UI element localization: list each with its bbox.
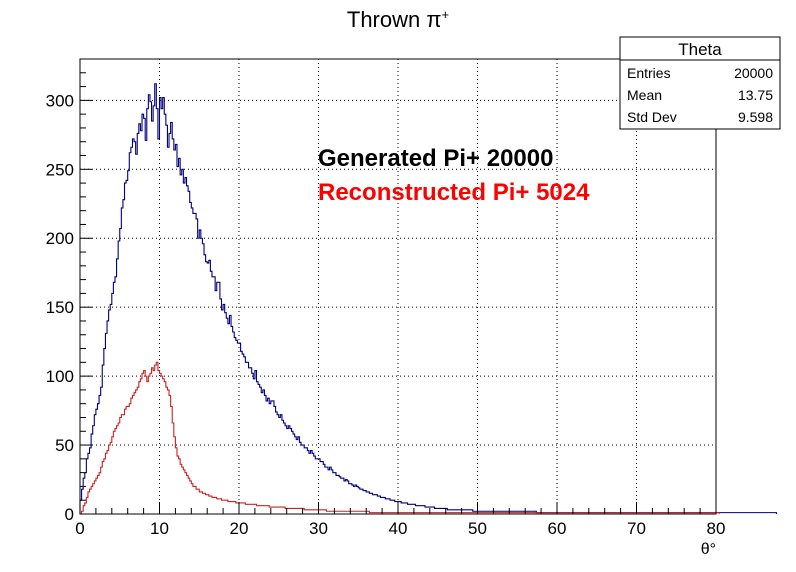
- x-tick-label: 50: [468, 519, 487, 538]
- data-series: [79, 83, 777, 515]
- stats-stddev-value: 9.598: [738, 109, 773, 125]
- stats-mean-value: 13.75: [738, 87, 773, 103]
- chart-title: Thrown π+: [347, 7, 449, 32]
- stats-stddev-label: Std Dev: [627, 109, 677, 125]
- y-tick-label: 0: [65, 505, 74, 524]
- x-tick-label: 70: [627, 519, 646, 538]
- stats-box-title: Theta: [678, 40, 722, 59]
- x-tick-label: 20: [230, 519, 249, 538]
- y-tick-label: 100: [46, 367, 74, 386]
- series-reconstructed-line: [80, 361, 720, 515]
- chart-title-sup: +: [442, 7, 450, 22]
- y-tick-label: 150: [46, 298, 74, 317]
- y-tick-label: 300: [46, 91, 74, 110]
- stats-mean-label: Mean: [627, 87, 662, 103]
- chart-title-main: Thrown π: [347, 7, 442, 32]
- x-tick-label: 30: [309, 519, 328, 538]
- y-tick-label: 250: [46, 160, 74, 179]
- stats-box: Theta Entries 20000 Mean 13.75 Std Dev 9…: [619, 36, 781, 130]
- x-tick-label: 60: [548, 519, 567, 538]
- x-tick-label: 10: [150, 519, 169, 538]
- y-tick-label: 200: [46, 229, 74, 248]
- x-axis-label: θ°: [701, 541, 716, 558]
- stats-box-frame: [619, 36, 781, 130]
- annotation-reconstructed: Reconstructed Pi+ 5024: [318, 179, 590, 206]
- annotation-generated: Generated Pi+ 20000: [318, 145, 553, 172]
- stats-entries-label: Entries: [627, 65, 671, 81]
- y-tick-label: 50: [55, 436, 74, 455]
- x-tick-label: 80: [707, 519, 726, 538]
- axes: 0 10 20 30 40 50 60 70 80 0 50 100 150 200 250 300: [46, 58, 726, 538]
- x-tick-label: 0: [75, 519, 84, 538]
- x-tick-label: 40: [389, 519, 408, 538]
- stats-entries-value: 20000: [734, 65, 773, 81]
